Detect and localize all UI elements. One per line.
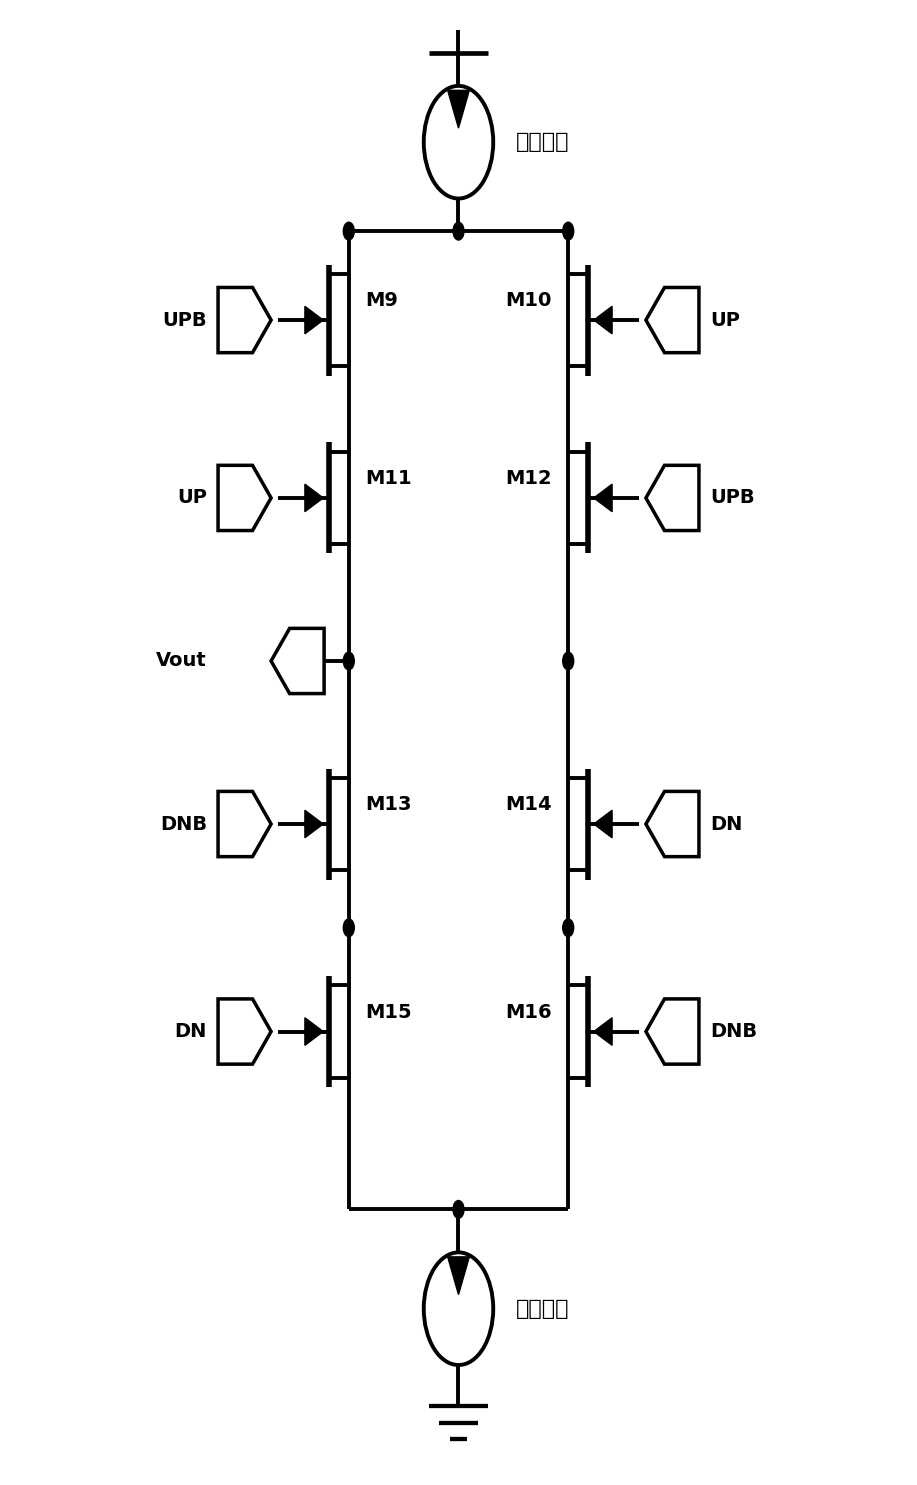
Polygon shape xyxy=(646,465,699,530)
Circle shape xyxy=(453,1200,464,1218)
Text: M16: M16 xyxy=(505,1002,552,1022)
Text: 充电电流: 充电电流 xyxy=(516,132,569,151)
Circle shape xyxy=(563,919,574,937)
Text: UPB: UPB xyxy=(710,489,755,508)
Polygon shape xyxy=(447,91,470,128)
Text: M12: M12 xyxy=(505,469,552,489)
Polygon shape xyxy=(218,999,271,1065)
Text: Vout: Vout xyxy=(156,652,207,671)
Polygon shape xyxy=(304,484,323,512)
Text: DN: DN xyxy=(175,1022,207,1041)
Circle shape xyxy=(343,223,354,241)
Circle shape xyxy=(563,223,574,241)
Text: UP: UP xyxy=(710,310,740,330)
Polygon shape xyxy=(304,1017,323,1045)
Text: 放电电流: 放电电流 xyxy=(516,1299,569,1319)
Text: UPB: UPB xyxy=(162,310,207,330)
Text: M10: M10 xyxy=(505,291,552,310)
Polygon shape xyxy=(594,484,613,512)
Polygon shape xyxy=(594,1017,613,1045)
Polygon shape xyxy=(304,811,323,838)
Polygon shape xyxy=(646,999,699,1065)
Text: M11: M11 xyxy=(365,469,412,489)
Polygon shape xyxy=(218,288,271,352)
Text: DNB: DNB xyxy=(710,1022,757,1041)
Polygon shape xyxy=(271,628,324,693)
Polygon shape xyxy=(646,792,699,857)
Text: M14: M14 xyxy=(505,796,552,814)
Polygon shape xyxy=(218,465,271,530)
Text: M9: M9 xyxy=(365,291,398,310)
Text: M13: M13 xyxy=(365,796,412,814)
Text: UP: UP xyxy=(177,489,207,508)
Text: DN: DN xyxy=(710,814,742,833)
Circle shape xyxy=(453,223,464,241)
Text: DNB: DNB xyxy=(160,814,207,833)
Circle shape xyxy=(563,652,574,670)
Text: M15: M15 xyxy=(365,1002,412,1022)
Polygon shape xyxy=(594,306,613,334)
Polygon shape xyxy=(304,306,323,334)
Polygon shape xyxy=(218,792,271,857)
Circle shape xyxy=(343,919,354,937)
Circle shape xyxy=(343,652,354,670)
Polygon shape xyxy=(594,811,613,838)
Polygon shape xyxy=(447,1256,470,1295)
Polygon shape xyxy=(646,288,699,352)
